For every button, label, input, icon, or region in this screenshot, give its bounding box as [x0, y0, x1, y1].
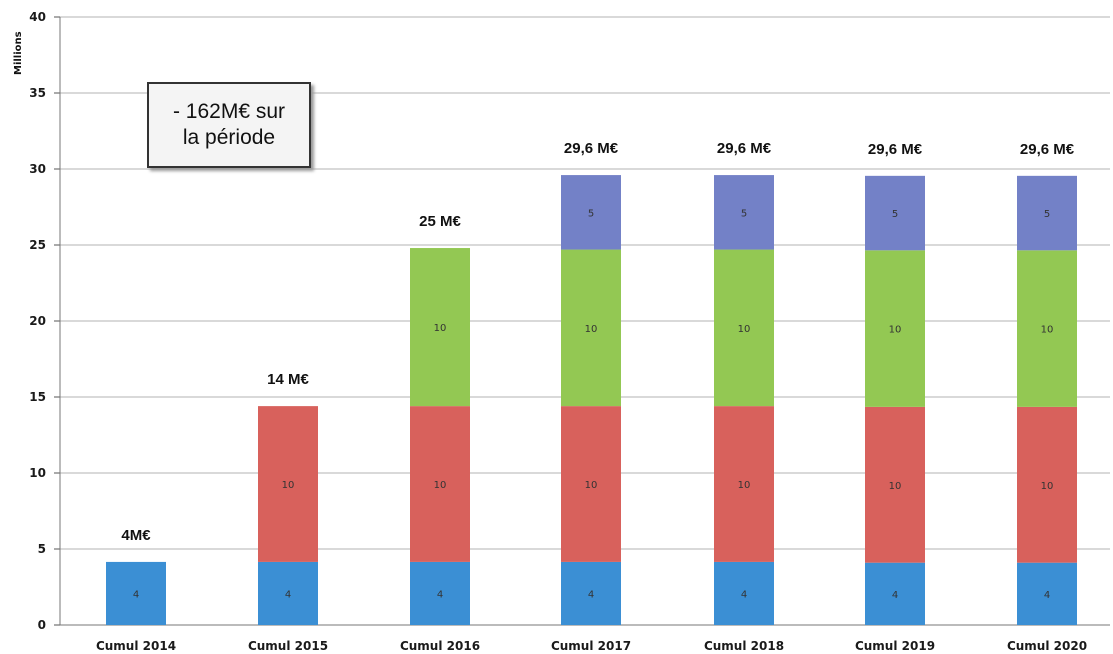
bar-total-label: 29,6 M€	[717, 140, 772, 157]
y-tick-label: 10	[29, 466, 46, 480]
x-tick-label: Cumul 2017	[551, 639, 631, 653]
segment-label: 4	[133, 589, 139, 600]
y-axis-label: Millions	[13, 31, 24, 75]
annotation-text: - 162M€ sur la période	[172, 99, 286, 149]
segment-label: 4	[588, 589, 594, 600]
segment-label: 10	[585, 480, 598, 491]
bar-segment	[410, 248, 470, 407]
bar-segment	[865, 406, 925, 563]
segment-label: 4	[437, 589, 443, 600]
segment-label: 10	[738, 324, 751, 335]
bar-total-label: 25 M€	[419, 213, 461, 230]
bar-total-label: 14 M€	[267, 371, 309, 388]
bar-segment	[865, 250, 925, 407]
bar-segment	[714, 561, 774, 625]
segment-label: 10	[434, 323, 447, 334]
bar-total-label: 29,6 M€	[564, 140, 619, 157]
bar-segment	[410, 406, 470, 562]
y-tick-label: 0	[38, 618, 46, 632]
bar-total-label: 29,6 M€	[868, 141, 923, 158]
bar-segment	[1017, 562, 1077, 625]
segment-label: 10	[1041, 481, 1054, 492]
bar-segment	[410, 561, 470, 625]
bar-segment	[714, 249, 774, 407]
x-tick-label: Cumul 2020	[1007, 639, 1087, 653]
y-tick-label: 40	[29, 10, 46, 24]
segment-label: 4	[892, 590, 898, 601]
x-tick-label: Cumul 2018	[704, 639, 784, 653]
segment-label: 10	[889, 481, 902, 492]
bar-segment	[865, 175, 925, 251]
x-tick-label: Cumul 2019	[855, 639, 935, 653]
bar-segment	[714, 175, 774, 250]
segment-label: 5	[892, 209, 898, 220]
segment-label: 5	[741, 208, 747, 219]
annotation-box: - 162M€ sur la période	[147, 82, 311, 168]
segment-label: 10	[1041, 325, 1054, 336]
segment-label: 10	[738, 480, 751, 491]
segment-label: 10	[282, 480, 295, 491]
bar-segment	[865, 562, 925, 625]
y-tick-label: 15	[29, 390, 46, 404]
y-tick-label: 20	[29, 314, 46, 328]
y-tick-label: 5	[38, 542, 46, 556]
segment-label: 5	[1044, 209, 1050, 220]
segment-label: 4	[285, 589, 291, 600]
bar-total-label: 4M€	[121, 527, 151, 544]
bar-total-label: 29,6 M€	[1020, 141, 1075, 158]
bars	[106, 175, 1077, 625]
bar-segment	[1017, 175, 1077, 251]
segment-label: 10	[585, 324, 598, 335]
bar-segment	[714, 406, 774, 562]
bar-segment	[561, 249, 621, 407]
segment-label: 10	[434, 480, 447, 491]
x-tick-label: Cumul 2014	[96, 639, 176, 653]
bar-segment	[258, 561, 318, 625]
labels: 4 4M€ 4 10 14 M€ 4 10 10 25 M€ 4 10 10 5 29,6 M€ 4 10 10…	[121, 140, 1074, 601]
y-tick-label: 30	[29, 162, 46, 176]
y-tick-label: 35	[29, 86, 46, 100]
y-tick-label: 25	[29, 238, 46, 252]
segment-label: 5	[588, 208, 594, 219]
axes: 0 5 10 15 20 25 30 35 40 Cumul 2014 Cumul 2015 Cumu…	[29, 10, 1110, 653]
segment-label: 4	[1044, 590, 1050, 601]
bar-segment	[1017, 406, 1077, 563]
segment-label: 10	[889, 325, 902, 336]
bar-segment	[106, 561, 166, 625]
x-tick-label: Cumul 2015	[248, 639, 328, 653]
segment-label: 4	[741, 589, 747, 600]
bar-segment	[561, 406, 621, 562]
bar-segment	[258, 406, 318, 562]
bar-segment	[561, 561, 621, 625]
x-tick-label: Cumul 2016	[400, 639, 480, 653]
bar-segment	[561, 175, 621, 250]
bar-segment	[1017, 250, 1077, 407]
